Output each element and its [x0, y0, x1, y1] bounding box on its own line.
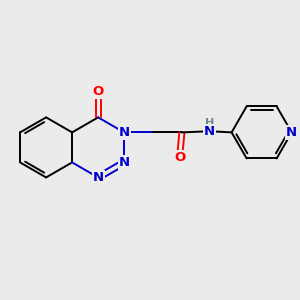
- Text: O: O: [92, 85, 104, 98]
- Text: N: N: [118, 126, 130, 139]
- Text: N: N: [118, 156, 130, 169]
- Text: O: O: [174, 152, 185, 164]
- Text: N: N: [204, 125, 215, 138]
- Text: N: N: [93, 171, 104, 184]
- Text: N: N: [286, 126, 297, 139]
- Text: H: H: [205, 118, 214, 128]
